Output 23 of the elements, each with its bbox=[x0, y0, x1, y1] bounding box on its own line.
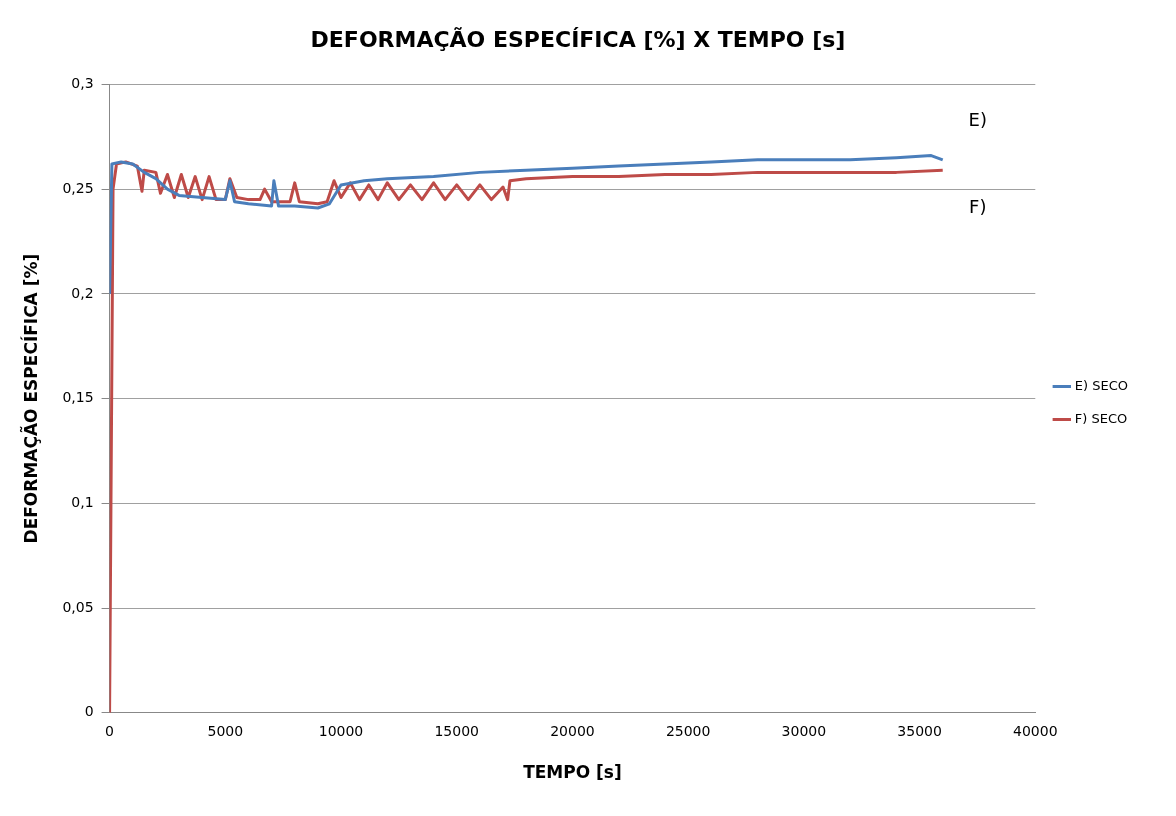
y-axis-title: DEFORMAÇÃO ESPECÍFICA [%] bbox=[18, 253, 41, 544]
y-tick-label: 0 bbox=[84, 703, 94, 720]
x-tick-label: 10000 bbox=[318, 722, 364, 739]
x-axis-title: TEMPO [s] bbox=[523, 762, 622, 783]
y-tick-label: 0,05 bbox=[62, 598, 94, 615]
annotation: E) bbox=[968, 109, 987, 131]
y-tick-label: 0,25 bbox=[62, 179, 94, 196]
x-tick-label: 15000 bbox=[434, 722, 479, 739]
y-tick-label: 0,2 bbox=[71, 284, 94, 301]
x-tick-label: 30000 bbox=[781, 722, 827, 739]
y-tick-label: 0,3 bbox=[71, 75, 94, 92]
y-tick-label: 0,15 bbox=[62, 389, 94, 406]
x-tick-label: 0 bbox=[105, 722, 115, 739]
chart-title: DEFORMAÇÃO ESPECÍFICA [%] X TEMPO [s] bbox=[310, 26, 846, 52]
legend-label: F) SECO bbox=[1074, 410, 1128, 426]
x-tick-label: 20000 bbox=[550, 722, 595, 739]
y-tick-label: 0,1 bbox=[71, 493, 94, 510]
x-tick-label: 40000 bbox=[1013, 722, 1058, 739]
annotation: F) bbox=[969, 195, 987, 217]
legend-label: E) SECO bbox=[1074, 377, 1129, 393]
x-tick-label: 35000 bbox=[897, 722, 942, 739]
x-tick-label: 25000 bbox=[665, 722, 711, 739]
x-tick-label: 5000 bbox=[207, 722, 244, 739]
